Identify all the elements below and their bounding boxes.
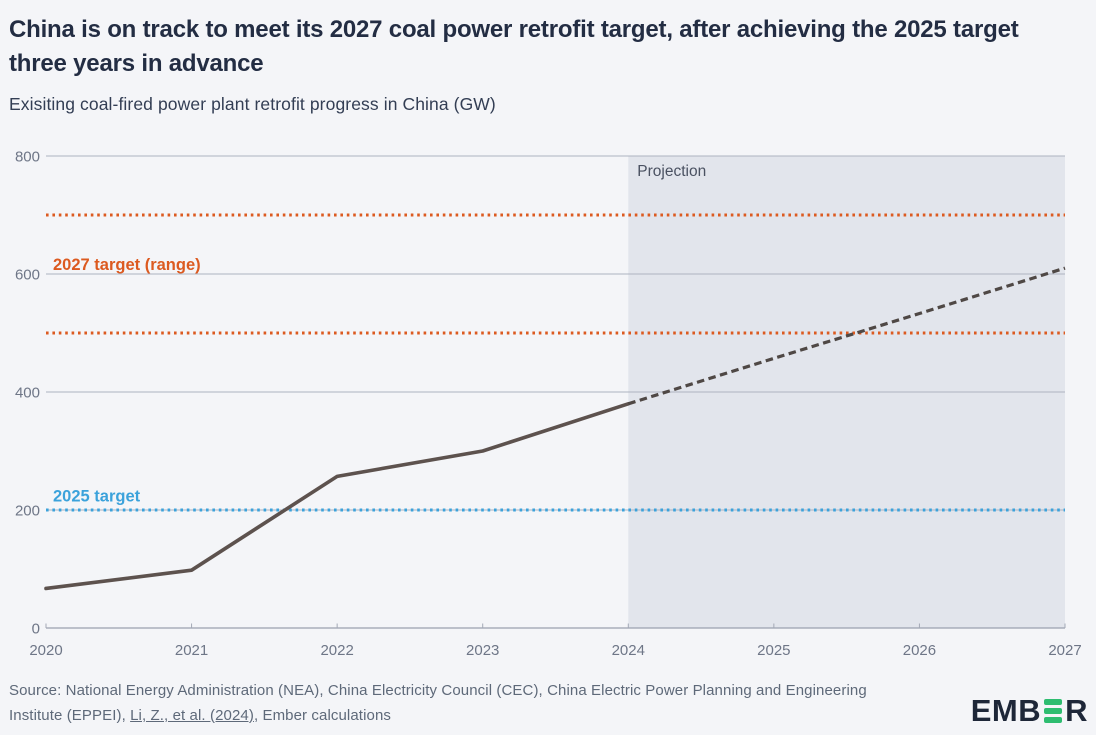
svg-text:2021: 2021	[175, 642, 208, 659]
source-text: Source: National Energy Administration (…	[9, 682, 867, 724]
data-series	[44, 266, 1066, 591]
source-text-suffix: , Ember calculations	[253, 707, 391, 724]
svg-text:2027: 2027	[1048, 642, 1081, 659]
svg-text:Projection: Projection	[637, 163, 706, 180]
svg-text:600: 600	[15, 267, 40, 284]
svg-text:800: 800	[15, 149, 40, 166]
chart-area: 2027 target (range) 2025 target 0 200 400 60…	[0, 140, 1096, 675]
svg-text:2024: 2024	[612, 642, 645, 659]
chart-footer: Source: National Energy Administration (…	[9, 678, 1088, 730]
logo-text-emb: EMB	[970, 693, 1042, 728]
chart-header: China is on track to meet its 2027 coal …	[9, 13, 1087, 115]
gridlines	[46, 155, 1065, 629]
svg-text:2022: 2022	[320, 642, 353, 659]
ember-logo: EMB R	[971, 693, 1088, 729]
source-link[interactable]: Li, Z., et al. (2024)	[130, 707, 254, 724]
logo-green-e-icon	[1044, 699, 1063, 723]
logo-text-r: R	[1065, 693, 1088, 728]
svg-text:2025: 2025	[757, 642, 790, 659]
source-note: Source: National Energy Administration (…	[9, 678, 894, 728]
chart-subtitle: Exisiting coal-fired power plant retrofi…	[9, 94, 496, 114]
retrofit-line-chart: 2027 target (range) 2025 target 0 200 400 60…	[15, 149, 1082, 660]
chart-annotations: Projection	[637, 163, 706, 180]
svg-text:200: 200	[15, 503, 40, 520]
svg-text:0: 0	[32, 621, 40, 638]
svg-text:2025 target: 2025 target	[53, 488, 141, 506]
svg-text:2026: 2026	[903, 642, 936, 659]
svg-text:400: 400	[15, 385, 40, 402]
chart-title: China is on track to meet its 2027 coal …	[9, 16, 1019, 77]
svg-text:2027 target (range): 2027 target (range)	[53, 256, 201, 274]
reference-lines: 2027 target (range) 2025 target	[46, 213, 1065, 512]
svg-text:2020: 2020	[29, 642, 62, 659]
axis-ticks	[45, 623, 1066, 628]
svg-text:2023: 2023	[466, 642, 499, 659]
